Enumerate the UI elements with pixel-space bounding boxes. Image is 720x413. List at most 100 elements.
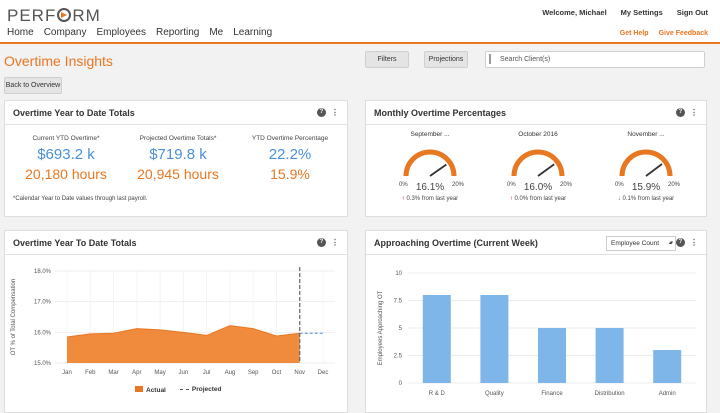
gauge-value: 15.9% [631, 182, 661, 193]
x-tick-label: Jan [62, 370, 72, 376]
gauge-needle [537, 163, 555, 177]
legend-actual[interactable]: Actual [135, 386, 166, 394]
panel-header: Overtime Year to Date Totals ? ⋮ [5, 101, 347, 125]
nav-company[interactable]: Company [43, 27, 87, 38]
search-client-input[interactable]: Search Client(s) [485, 51, 705, 68]
panel-header: Approaching Overtime (Current Week) Empl… [366, 231, 706, 255]
ytd-totals-panel: Overtime Year to Date Totals ? ⋮ Current… [4, 100, 348, 217]
arrow-down-icon: ↓ [617, 196, 623, 202]
panel-header: Overtime Year To Date Totals ? ⋮ [5, 231, 347, 255]
gauge-month-label: November ... [627, 131, 665, 138]
current-ytd-label: Current YTD Overtime* [32, 135, 100, 142]
more-options-icon[interactable]: ⋮ [690, 237, 698, 247]
more-options-icon[interactable]: ⋮ [331, 237, 339, 247]
gauge-2[interactable]: October 2016 0% 20% 16.0% ↑ 0.0% from last y… [488, 131, 588, 202]
x-tick-label: Nov [294, 370, 305, 376]
gauge-needle [429, 163, 447, 177]
x-tick-label: Feb [85, 370, 96, 376]
gauge-arc [619, 149, 673, 177]
my-settings-link[interactable]: My Settings [620, 8, 663, 17]
panel-header: Monthly Overtime Percentages ? ⋮ [366, 101, 706, 125]
gauge-change: ↑ 0.3% from last year [380, 196, 480, 202]
projections-button[interactable]: Projections [424, 51, 468, 68]
main-nav: Home Company Employees Reporting Me Lear… [7, 27, 272, 38]
gauge-min-label: 0% [615, 182, 624, 186]
perform-logo[interactable]: PERF RM [7, 6, 101, 25]
y-tick-label: 2.5 [394, 354, 403, 360]
gauge-arc [403, 149, 457, 177]
x-tick-label: Dec [318, 370, 329, 376]
gauge-1[interactable]: September ... 0% 20% 16.1% ↑ 0.3% from last … [380, 131, 480, 202]
get-help-link[interactable]: Get Help [619, 30, 649, 37]
logo-play-icon [57, 8, 72, 22]
nav-me[interactable]: Me [209, 27, 224, 38]
user-links: Welcome, Michael My Settings Sign Out [542, 8, 708, 17]
more-options-icon[interactable]: ⋮ [331, 107, 339, 117]
gauge-value: 16.0% [523, 182, 553, 193]
bar [480, 295, 509, 383]
bar [595, 328, 624, 383]
gauge-min-label: 0% [399, 182, 408, 186]
x-tick-label: Jun [179, 370, 189, 376]
x-tick-label: Aug [225, 370, 236, 376]
panel-title: Overtime Year to Date Totals [13, 108, 135, 118]
nav-home[interactable]: Home [7, 27, 34, 38]
x-tick-label: May [154, 370, 165, 376]
help-icon[interactable]: ? [676, 108, 685, 117]
y-axis-label: OT % of Total Compensation [11, 279, 17, 356]
y-tick-label: 17.0% [34, 300, 52, 306]
current-ytd-hours: 20,180 hours [25, 166, 107, 182]
bar [653, 350, 682, 383]
legend-projected-label: Projected [191, 386, 222, 393]
search-placeholder: Search Client(s) [500, 56, 551, 63]
gauge-3[interactable]: November ... 0% 20% 15.9% ↓ 0.1% from last y… [596, 131, 696, 202]
x-tick-label: R & D [429, 391, 446, 397]
legend-projected[interactable]: Projected [179, 386, 222, 394]
gauge-change: ↑ 0.0% from last year [488, 196, 588, 202]
projected-label: Projected Overtime Totals* [139, 135, 217, 142]
top-header: PERF RM Home Company Employees Reporting … [0, 0, 720, 44]
back-to-overview-button[interactable]: Back to Overview [4, 77, 62, 94]
arrow-up-icon: ↑ [401, 196, 407, 202]
help-icon[interactable]: ? [317, 238, 326, 247]
y-tick-label: 18.0% [34, 269, 52, 275]
current-ytd-money: $693.2 k [37, 146, 95, 163]
help-icon[interactable]: ? [676, 238, 685, 247]
x-tick-label: Admin [659, 391, 676, 397]
panel-title: Approaching Overtime (Current Week) [374, 238, 538, 248]
ot-ytd-chart-panel: Overtime Year To Date Totals ? ⋮ OT % of… [4, 230, 348, 413]
chart-legend: Actual Projected [135, 386, 222, 394]
y-tick-label: 0 [399, 381, 403, 387]
current-ytd-column: Current YTD Overtime* $693.2 k 20,180 ho… [11, 135, 121, 182]
give-feedback-link[interactable]: Give Feedback [658, 30, 708, 37]
y-tick-label: 15.0% [34, 361, 52, 367]
percentage-projected: 15.9% [270, 166, 310, 182]
welcome-text: Welcome, Michael [542, 8, 607, 17]
projected-hours: 20,945 hours [137, 166, 219, 182]
projected-column: Projected Overtime Totals* $719.8 k 20,9… [123, 135, 233, 182]
percentage-label: YTD Overtime Percentage [251, 135, 329, 142]
monthly-overtime-panel: Monthly Overtime Percentages ? ⋮ Septemb… [365, 100, 707, 217]
filters-button[interactable]: Filters [365, 51, 409, 68]
nav-learning[interactable]: Learning [233, 27, 273, 38]
employee-count-dropdown[interactable]: Employee Count [606, 236, 676, 251]
gauge-month-label: September ... [410, 131, 450, 138]
bar [538, 328, 566, 383]
gauge-dial: 0% 20% [399, 149, 465, 186]
sign-out-link[interactable]: Sign Out [676, 8, 708, 17]
nav-reporting[interactable]: Reporting [155, 27, 200, 38]
gauge-min-label: 0% [507, 182, 516, 186]
percentage-column: YTD Overtime Percentage 22.2% 15.9% [235, 135, 345, 182]
legend-actual-swatch [135, 386, 143, 392]
nav-employees[interactable]: Employees [96, 27, 146, 38]
more-options-icon[interactable]: ⋮ [690, 107, 698, 117]
help-links: Get Help Give Feedback [620, 30, 708, 37]
help-icon[interactable]: ? [317, 108, 326, 117]
ot-area-chart: OT % of Total Compensation 15.0% 16.0% 17.0… [11, 267, 335, 376]
gauge-needle [645, 163, 663, 177]
gauge-max-label: 20% [452, 182, 465, 186]
y-tick-label: 16.0% [34, 330, 52, 336]
actual-area [67, 325, 300, 363]
y-axis-label: Employees Approaching OT [378, 290, 384, 365]
panel-title: Monthly Overtime Percentages [374, 108, 507, 118]
